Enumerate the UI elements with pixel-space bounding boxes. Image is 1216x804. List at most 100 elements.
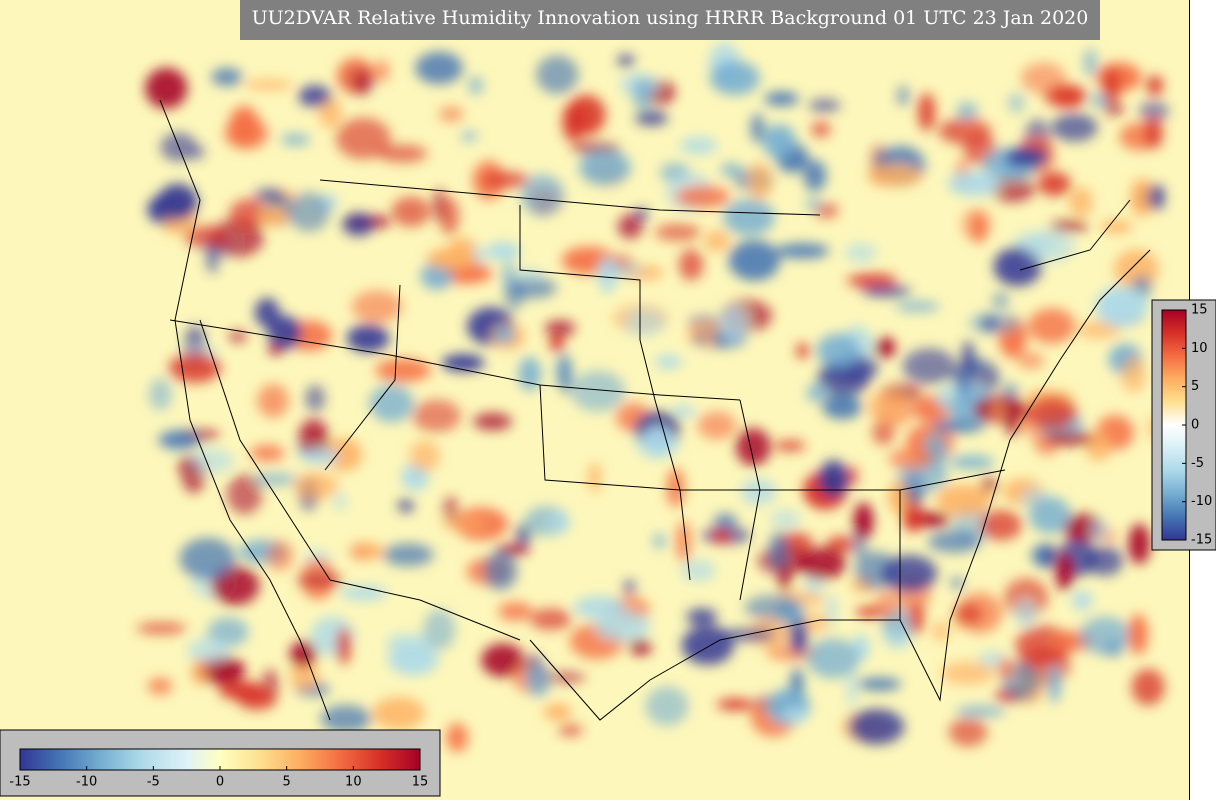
- field-blob: [806, 638, 860, 679]
- field-blob: [441, 517, 488, 531]
- field-blob: [243, 79, 294, 90]
- colorbar-tick-label: 10: [345, 775, 362, 790]
- field-blob: [147, 677, 173, 695]
- field-blob: [325, 438, 363, 472]
- field-blob: [1045, 432, 1095, 446]
- innovation-field: [136, 42, 1169, 753]
- field-blob: [397, 498, 414, 513]
- field-blob: [774, 440, 806, 452]
- field-blob: [993, 247, 1042, 287]
- field-blob: [671, 405, 696, 418]
- colorbar-tick-label: 0: [1191, 418, 1199, 433]
- field-blob: [653, 533, 666, 550]
- field-blob: [623, 579, 636, 596]
- field-blob: [1079, 616, 1131, 655]
- field-blob: [298, 85, 332, 108]
- field-blob: [358, 543, 384, 559]
- field-blob: [936, 484, 992, 516]
- field-blob: [346, 324, 390, 353]
- field-blob: [875, 590, 900, 620]
- field-blob: [867, 164, 923, 187]
- field-blob: [712, 528, 731, 544]
- field-blob: [853, 502, 874, 540]
- field-blob: [617, 54, 635, 68]
- field-blob: [927, 530, 981, 553]
- field-blob: [388, 643, 439, 676]
- field-blob: [372, 696, 426, 730]
- field-blob: [961, 340, 975, 376]
- field-blob: [845, 242, 877, 263]
- field-blob: [1024, 229, 1076, 263]
- field-blob: [803, 612, 830, 634]
- field-blob: [681, 625, 734, 665]
- field-blob: [654, 355, 682, 369]
- field-blob: [654, 223, 702, 242]
- field-blob: [228, 330, 248, 343]
- field-blob: [1037, 171, 1072, 197]
- boundaries: [159, 99, 1151, 721]
- field-blob: [158, 430, 201, 450]
- field-blob: [483, 551, 518, 591]
- field-blob: [1028, 308, 1076, 344]
- field-blob: [822, 394, 862, 420]
- field-blob: [991, 292, 1010, 309]
- colorbar-tick-label: 5: [283, 775, 291, 790]
- field-blob: [498, 602, 533, 621]
- field-blob: [1017, 352, 1045, 370]
- field-blob: [764, 91, 800, 106]
- field-blob: [956, 101, 978, 121]
- field-blob: [845, 669, 859, 708]
- field-blob: [415, 51, 463, 85]
- field-blob: [441, 354, 485, 372]
- field-blob: [973, 214, 986, 244]
- field-blob: [623, 308, 666, 337]
- field-blob: [549, 334, 565, 352]
- colorbar-tick-label: -5: [147, 775, 160, 790]
- field-blob: [716, 698, 755, 711]
- field-blob: [617, 214, 643, 239]
- field-blob: [1121, 355, 1146, 394]
- field-blob: [747, 162, 773, 201]
- field-blob: [1128, 523, 1151, 565]
- field-blob: [305, 384, 326, 412]
- field-blob: [1089, 518, 1108, 542]
- field-blob: [811, 121, 831, 138]
- field-blob: [635, 110, 669, 126]
- field-blob: [728, 240, 781, 281]
- field-blob: [526, 662, 551, 697]
- field-blob: [184, 225, 228, 249]
- field-blob: [179, 537, 236, 580]
- field-blob: [902, 348, 957, 385]
- field-blob: [719, 305, 748, 343]
- field-blob: [481, 643, 525, 678]
- field-blob: [266, 540, 294, 571]
- field-blob: [290, 640, 317, 668]
- field-blob: [704, 230, 731, 252]
- field-blob: [847, 272, 898, 289]
- field-blob: [980, 476, 998, 494]
- field-blob: [495, 326, 515, 344]
- field-blob: [1083, 48, 1098, 77]
- field-blob: [894, 301, 940, 312]
- title-box: [240, 0, 1100, 40]
- field-blob: [136, 622, 187, 635]
- field-blob: [1144, 117, 1163, 149]
- field-blob: [768, 531, 788, 570]
- field-blob: [881, 554, 938, 593]
- field-blob: [953, 603, 983, 625]
- field-blob: [169, 352, 221, 383]
- colorbar-tick-label: -5: [1191, 456, 1204, 471]
- field-blob: [848, 708, 905, 745]
- field-blob: [254, 188, 285, 202]
- field-blob: [336, 627, 351, 665]
- field-blob: [866, 390, 907, 423]
- colorbar-tick-label: -15: [9, 775, 30, 790]
- field-blob: [229, 198, 269, 229]
- field-blob: [845, 466, 859, 486]
- field-blob: [375, 358, 432, 383]
- field-blob: [1148, 184, 1165, 211]
- field-blob: [588, 462, 602, 493]
- field-blob: [1048, 664, 1061, 704]
- field-blob: [318, 97, 343, 129]
- field-blob: [190, 659, 209, 686]
